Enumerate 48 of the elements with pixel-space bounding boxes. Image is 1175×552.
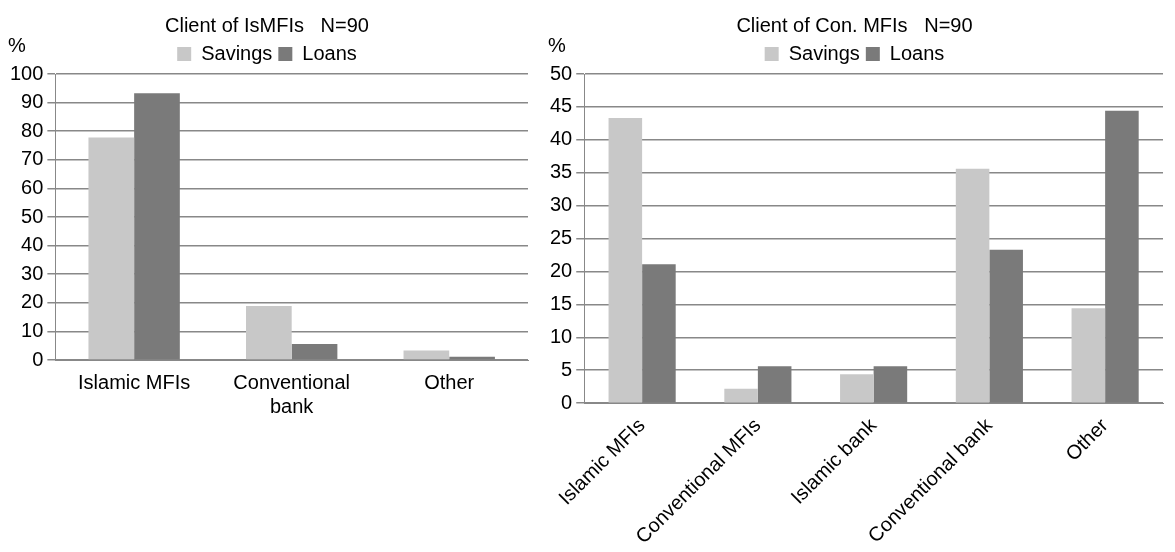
y-axis-title: % <box>8 33 26 56</box>
y-tick-label: 40 <box>550 127 573 150</box>
bar <box>840 374 874 403</box>
y-tick-label: 10 <box>21 318 44 341</box>
bar <box>989 249 1023 403</box>
bar <box>642 264 676 403</box>
x-tick-label: Islamic MFIs <box>78 370 191 393</box>
bar <box>246 305 292 360</box>
y-tick-label: 5 <box>561 357 573 380</box>
y-tick-label: 0 <box>561 390 573 413</box>
bar <box>1105 110 1139 403</box>
bar <box>757 366 792 403</box>
y-tick-label: 30 <box>550 193 573 216</box>
bar <box>608 118 643 403</box>
bar <box>134 93 180 360</box>
y-tick-label: 50 <box>550 61 573 84</box>
legend-label: Savings <box>201 41 273 64</box>
y-tick-label: 25 <box>550 226 573 249</box>
y-tick-label: 15 <box>550 291 573 314</box>
y-tick-label: 35 <box>550 160 573 183</box>
y-tick-label: 90 <box>21 90 44 113</box>
y-tick-label: 70 <box>21 147 44 170</box>
y-tick-label: 20 <box>21 290 44 313</box>
y-tick-label: 0 <box>32 347 44 370</box>
chart-title: Client of Con. MFIs N=90 <box>736 13 973 36</box>
legend-label: Loans <box>302 41 357 64</box>
y-tick-label: 45 <box>550 94 573 117</box>
x-tick-label: Conventional bank <box>233 370 351 417</box>
legend-label: Loans <box>889 41 945 64</box>
bar <box>724 388 758 403</box>
y-tick-label: 100 <box>9 61 44 84</box>
bar <box>873 366 908 403</box>
y-axis-title: % <box>548 33 566 56</box>
bar <box>955 168 990 403</box>
bar <box>88 137 135 360</box>
legend-label: Savings <box>788 41 860 64</box>
y-tick-label: 40 <box>21 233 44 256</box>
y-tick-label: 10 <box>550 324 573 347</box>
x-tick-label: Other <box>424 370 475 393</box>
y-tick-label: 30 <box>21 261 44 284</box>
chart-title: Client of IsMFIs N=90 <box>165 13 369 36</box>
y-tick-label: 60 <box>21 175 44 198</box>
y-tick-label: 50 <box>21 204 44 227</box>
y-tick-label: 80 <box>21 118 44 141</box>
bar <box>403 350 450 360</box>
bar <box>291 343 338 360</box>
y-tick-label: 20 <box>550 258 573 281</box>
bar <box>1071 308 1106 403</box>
